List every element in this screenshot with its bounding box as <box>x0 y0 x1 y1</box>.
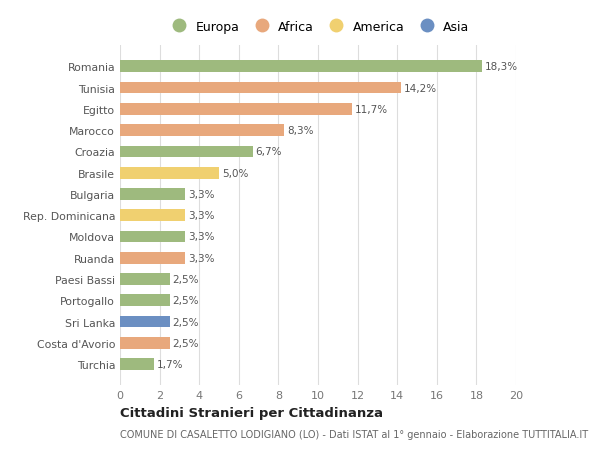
Text: 2,5%: 2,5% <box>172 274 199 285</box>
Text: 6,7%: 6,7% <box>256 147 282 157</box>
Text: 3,3%: 3,3% <box>188 232 215 242</box>
Bar <box>120 146 253 158</box>
Text: 2,5%: 2,5% <box>172 296 199 306</box>
Text: 11,7%: 11,7% <box>355 105 388 115</box>
Text: 8,3%: 8,3% <box>287 126 314 136</box>
Legend: Europa, Africa, America, Asia: Europa, Africa, America, Asia <box>164 18 472 36</box>
Text: 5,0%: 5,0% <box>222 168 248 178</box>
Bar <box>120 210 185 222</box>
Bar <box>120 274 170 285</box>
Text: 14,2%: 14,2% <box>404 84 437 93</box>
Bar <box>120 337 170 349</box>
Text: 3,3%: 3,3% <box>188 211 215 221</box>
Bar <box>120 231 185 243</box>
Text: 3,3%: 3,3% <box>188 190 215 200</box>
Bar <box>120 252 185 264</box>
Bar <box>120 62 482 73</box>
Bar <box>120 295 170 307</box>
Text: 2,5%: 2,5% <box>172 317 199 327</box>
Bar <box>120 83 401 94</box>
Bar <box>120 104 352 116</box>
Bar <box>120 189 185 200</box>
Text: COMUNE DI CASALETTO LODIGIANO (LO) - Dati ISTAT al 1° gennaio - Elaborazione TUT: COMUNE DI CASALETTO LODIGIANO (LO) - Dat… <box>120 429 588 439</box>
Text: 2,5%: 2,5% <box>172 338 199 348</box>
Text: 18,3%: 18,3% <box>485 62 518 72</box>
Text: 1,7%: 1,7% <box>157 359 183 369</box>
Bar <box>120 316 170 328</box>
Bar <box>120 168 219 179</box>
Text: Cittadini Stranieri per Cittadinanza: Cittadini Stranieri per Cittadinanza <box>120 406 383 419</box>
Text: 3,3%: 3,3% <box>188 253 215 263</box>
Bar <box>120 125 284 137</box>
Bar <box>120 358 154 370</box>
